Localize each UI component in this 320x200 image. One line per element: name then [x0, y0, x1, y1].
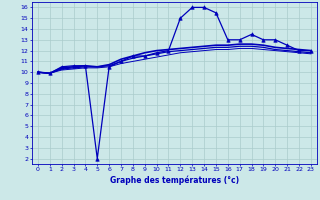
- X-axis label: Graphe des températures (°c): Graphe des températures (°c): [110, 175, 239, 185]
